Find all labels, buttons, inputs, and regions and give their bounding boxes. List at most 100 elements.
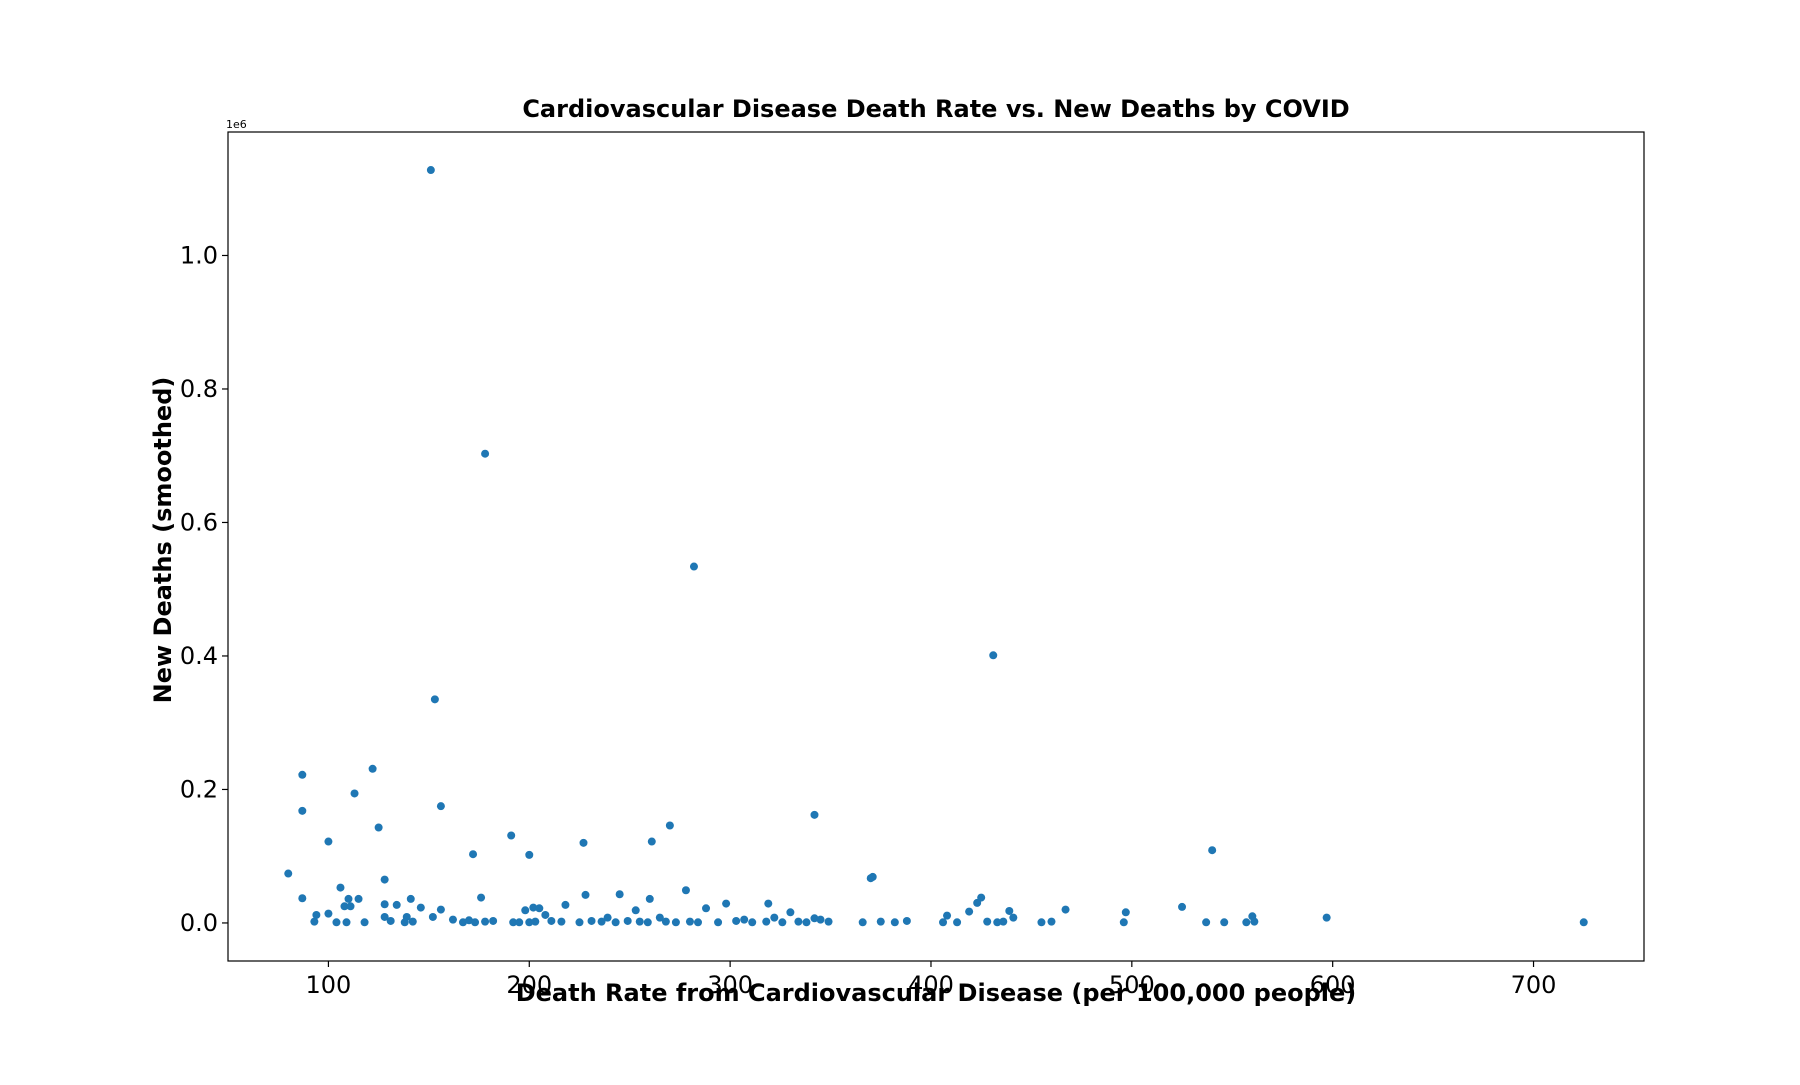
x-tick-label: 100 [306,971,352,999]
scatter-point [732,916,741,925]
x-tick-label: 200 [506,971,552,999]
scatter-point [1009,913,1018,922]
scatter-point [764,899,773,908]
scatter-point [541,910,550,919]
scatter-point [350,789,359,798]
scatter-point [471,918,480,927]
scatter-point [521,906,530,915]
scatter-point [714,918,723,927]
scatter-point [380,900,389,909]
scatter-point [340,902,349,911]
scatter-point [1220,918,1229,927]
scatter-point [380,912,389,921]
scatter-point [615,890,624,899]
scatter-point [665,821,674,830]
scatter-point [876,917,885,926]
x-axis-label: Death Rate from Cardiovascular Disease (… [516,979,1357,1007]
scatter-point [794,917,803,926]
scatter-point [748,918,757,927]
scatter-point [392,900,401,909]
scatter-point [810,810,819,819]
scatter-point [310,917,319,926]
x-tick-label: 500 [1109,971,1155,999]
scatter-point [477,893,486,902]
scatter-point [579,838,588,847]
scatter-point [531,917,540,926]
scatter-point [436,905,445,914]
x-tick-label: 600 [1310,971,1356,999]
scatter-point [1178,902,1187,911]
scatter-point [374,823,383,832]
scatter-point [360,918,369,927]
scatter-point [866,874,875,883]
chart-title: Cardiovascular Disease Death Rate vs. Ne… [522,95,1349,123]
scatter-point [1579,918,1588,927]
scatter-point [581,890,590,899]
scatter-point [647,837,656,846]
scatter-point [939,918,948,927]
scatter-point [336,883,345,892]
scatter-point [1208,846,1217,855]
scatter-point [643,918,652,927]
scatter-point [611,918,620,927]
scatter-point [481,917,490,926]
scatter-point [469,850,478,859]
scatter-point [816,915,825,924]
scatter-point [999,917,1008,926]
scatter-point [344,894,353,903]
scatter-point [655,913,664,922]
scatter-point [597,917,606,926]
scatter-point [368,764,377,773]
scatter-point [1242,918,1251,927]
scatter-point [489,916,498,925]
points-layer [284,166,1588,927]
scatter-point [346,902,355,911]
scatter-point [762,917,771,926]
scatter-point [770,913,779,922]
scatter-point [342,918,351,927]
y-tick-label: 1.0 [180,241,218,269]
scatter-point [547,916,556,925]
scatter-point [1322,913,1331,922]
y-offset-label: 1e6 [226,118,247,131]
y-tick-label: 0.8 [180,375,218,403]
scatter-point [515,918,524,927]
scatter-point [1202,918,1211,927]
scatter-point [778,918,787,927]
scatter-point [943,911,952,920]
scatter-point [458,918,467,927]
scatter-point [312,910,321,919]
scatter-point [810,914,819,923]
scatter-point [561,900,570,909]
scatter-point [400,918,409,927]
scatter-point [623,916,632,925]
scatter-point [575,918,584,927]
scatter-point [693,918,702,927]
scatter-point [1047,917,1056,926]
scatter-point [645,894,654,903]
scatter-point [689,562,698,571]
scatter-point [587,916,596,925]
scatter-point [661,917,670,926]
scatter-point [332,918,341,927]
scatter-point [386,916,395,925]
scatter-point [953,918,962,927]
scatter-point [1037,918,1046,927]
scatter-point [430,695,439,704]
ticks-layer: 100 200 300 400 500 600 700 0.0 0.2 0.4 0.6 0.8 1.0 [180,241,1557,999]
scatter-point [298,770,307,779]
scatter-point [529,903,538,912]
scatter-point [448,915,457,924]
scatter-point [535,904,544,913]
scatter-point [989,651,998,660]
scatter-point [416,903,425,912]
scatter-point [354,894,363,903]
scatter-point [824,917,833,926]
x-tick-label: 400 [908,971,954,999]
scatter-point [284,869,293,878]
scatter-point [525,918,534,927]
scatter-point [298,806,307,815]
scatter-point [465,916,474,925]
